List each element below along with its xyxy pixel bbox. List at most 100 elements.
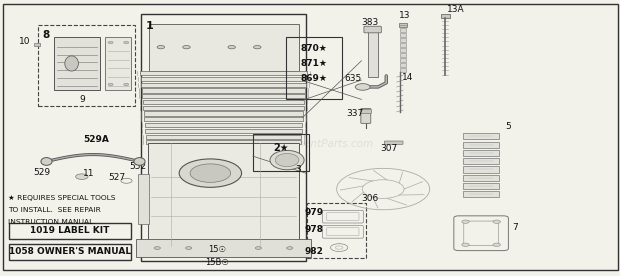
FancyBboxPatch shape	[400, 43, 406, 47]
Ellipse shape	[275, 153, 299, 167]
FancyBboxPatch shape	[136, 239, 311, 257]
FancyBboxPatch shape	[399, 23, 407, 27]
Text: 529A: 529A	[83, 135, 109, 144]
Text: 13: 13	[399, 11, 410, 20]
Text: ★ REQUIRES SPECIAL TOOLS: ★ REQUIRES SPECIAL TOOLS	[8, 195, 115, 201]
Circle shape	[108, 41, 113, 44]
Circle shape	[183, 46, 190, 49]
FancyBboxPatch shape	[149, 24, 299, 71]
Circle shape	[124, 83, 129, 86]
Circle shape	[154, 247, 161, 250]
FancyBboxPatch shape	[142, 88, 306, 92]
Text: 9: 9	[79, 95, 85, 104]
FancyBboxPatch shape	[146, 140, 301, 144]
FancyBboxPatch shape	[400, 68, 406, 72]
FancyBboxPatch shape	[144, 117, 303, 121]
FancyBboxPatch shape	[361, 108, 371, 123]
Text: 15☉: 15☉	[208, 245, 226, 254]
FancyBboxPatch shape	[400, 63, 406, 67]
Text: TO INSTALL.  SEE REPAIR: TO INSTALL. SEE REPAIR	[8, 207, 101, 213]
FancyBboxPatch shape	[144, 112, 303, 116]
Text: 552: 552	[129, 163, 146, 171]
FancyBboxPatch shape	[140, 71, 307, 75]
Text: 5: 5	[505, 123, 511, 131]
Ellipse shape	[179, 159, 242, 187]
FancyBboxPatch shape	[384, 141, 403, 144]
Circle shape	[255, 247, 262, 250]
Text: 15B☉: 15B☉	[205, 258, 229, 267]
Text: 14: 14	[402, 73, 414, 82]
FancyBboxPatch shape	[400, 53, 406, 57]
FancyBboxPatch shape	[141, 77, 306, 81]
FancyBboxPatch shape	[105, 37, 131, 90]
FancyBboxPatch shape	[463, 191, 499, 197]
FancyBboxPatch shape	[441, 14, 450, 18]
Text: 3: 3	[295, 165, 301, 174]
Circle shape	[462, 220, 469, 223]
Text: 1019 LABEL KIT: 1019 LABEL KIT	[30, 226, 110, 235]
Circle shape	[493, 243, 500, 246]
FancyBboxPatch shape	[400, 33, 406, 37]
FancyBboxPatch shape	[400, 58, 406, 62]
Text: 337: 337	[346, 109, 363, 118]
FancyBboxPatch shape	[360, 110, 371, 113]
Ellipse shape	[190, 164, 231, 182]
Ellipse shape	[270, 150, 304, 170]
Text: 869★: 869★	[301, 74, 328, 83]
FancyBboxPatch shape	[145, 129, 302, 133]
FancyBboxPatch shape	[142, 94, 305, 98]
FancyBboxPatch shape	[141, 83, 306, 87]
Ellipse shape	[65, 56, 78, 71]
FancyBboxPatch shape	[143, 106, 304, 110]
Circle shape	[462, 243, 469, 246]
FancyBboxPatch shape	[145, 123, 303, 127]
Circle shape	[286, 247, 293, 250]
Circle shape	[493, 220, 500, 223]
Circle shape	[108, 83, 113, 86]
Circle shape	[355, 84, 370, 90]
Text: 307: 307	[380, 144, 397, 153]
FancyBboxPatch shape	[400, 48, 406, 52]
Circle shape	[157, 46, 164, 49]
Text: 383: 383	[361, 18, 378, 27]
Text: 1: 1	[146, 21, 153, 31]
FancyBboxPatch shape	[400, 38, 406, 42]
Circle shape	[254, 46, 261, 49]
Text: 13A: 13A	[447, 5, 464, 14]
FancyBboxPatch shape	[400, 28, 406, 32]
FancyBboxPatch shape	[463, 175, 499, 181]
Text: 978: 978	[305, 225, 324, 233]
Text: 7: 7	[512, 223, 518, 232]
Text: 8: 8	[42, 30, 50, 40]
FancyBboxPatch shape	[463, 150, 499, 156]
Circle shape	[124, 41, 129, 44]
Text: 871★: 871★	[301, 59, 328, 68]
Text: 11: 11	[83, 169, 94, 178]
Text: 527: 527	[108, 173, 125, 182]
Ellipse shape	[41, 158, 52, 165]
Text: 870★: 870★	[301, 44, 328, 53]
FancyBboxPatch shape	[463, 158, 499, 164]
Text: eReplacementParts.com: eReplacementParts.com	[246, 139, 374, 148]
Text: 10: 10	[19, 37, 30, 46]
Circle shape	[76, 174, 88, 179]
FancyBboxPatch shape	[368, 29, 378, 77]
Text: 635: 635	[345, 74, 362, 83]
Text: 1058 OWNER'S MANUAL: 1058 OWNER'S MANUAL	[9, 248, 131, 256]
FancyBboxPatch shape	[463, 183, 499, 189]
FancyBboxPatch shape	[143, 100, 304, 104]
Circle shape	[228, 46, 236, 49]
FancyBboxPatch shape	[138, 174, 149, 224]
Text: 2★: 2★	[273, 143, 288, 153]
Text: 982: 982	[305, 247, 324, 256]
Text: INSTRUCTION MANUAL.: INSTRUCTION MANUAL.	[8, 219, 95, 225]
FancyBboxPatch shape	[364, 26, 381, 33]
Ellipse shape	[134, 158, 145, 165]
FancyBboxPatch shape	[463, 166, 499, 172]
FancyBboxPatch shape	[463, 142, 499, 148]
Text: 306: 306	[361, 194, 378, 203]
FancyBboxPatch shape	[463, 133, 499, 139]
FancyBboxPatch shape	[54, 37, 100, 90]
Text: 529: 529	[33, 168, 51, 177]
Circle shape	[185, 247, 192, 250]
